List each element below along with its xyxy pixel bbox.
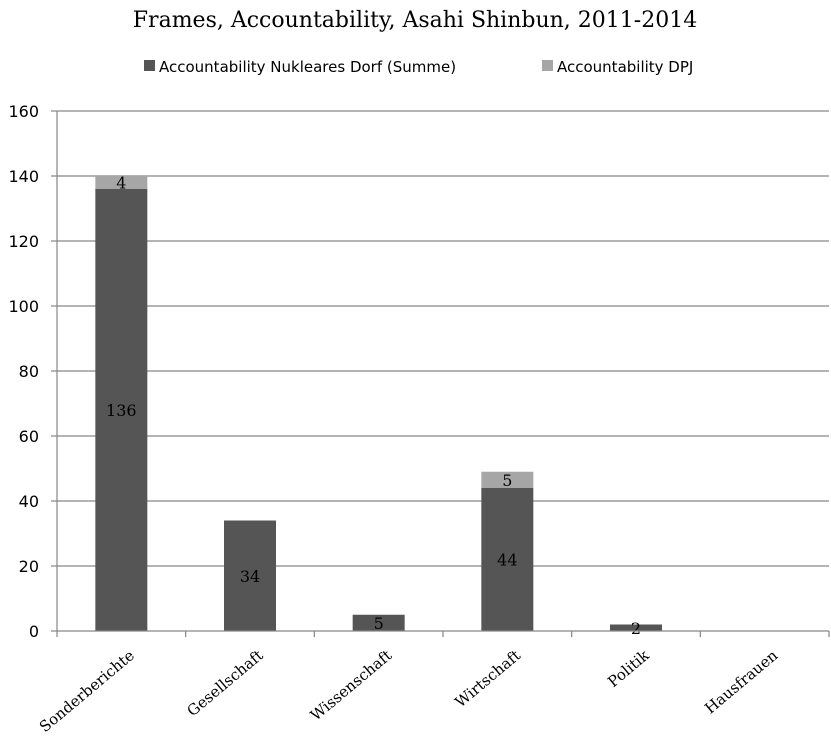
y-tick-label: 140: [8, 167, 39, 186]
data-labels: 136 4 34 5 44 5 2: [106, 174, 641, 638]
legend: Accountability Nukleares Dorf (Summe) Ac…: [144, 58, 693, 76]
data-label: 2: [631, 619, 641, 638]
bar-segment: [610, 624, 662, 631]
y-tick-label: 20: [19, 557, 39, 576]
x-axis-categories: Sonderberichte Gesellschaft Wissenschaft Wi…: [36, 646, 782, 736]
data-label: 44: [497, 551, 517, 570]
y-tick-label: 0: [29, 622, 39, 641]
x-category-label: Gesellschaft: [184, 646, 267, 720]
bar-segment: [481, 488, 534, 631]
x-category-label: Sonderberichte: [36, 646, 138, 736]
chart-title: Frames, Accountability, Asahi Shinbun, 2…: [133, 8, 697, 33]
y-tick-label: 120: [8, 232, 39, 251]
x-category-label: Wissenschaft: [307, 646, 395, 724]
legend-label-nukleares-dorf: Accountability Nukleares Dorf (Summe): [159, 58, 456, 76]
data-label: 34: [240, 567, 260, 586]
data-label: 4: [116, 174, 126, 193]
legend-swatch-dpj: [542, 60, 553, 71]
y-tick-label: 160: [8, 102, 39, 121]
bars: [95, 176, 662, 631]
bar-segment: [481, 471, 534, 488]
axes: [56, 111, 830, 637]
legend-label-dpj: Accountability DPJ: [557, 58, 693, 76]
data-label: 5: [374, 614, 384, 633]
data-label: 5: [502, 471, 512, 490]
x-category-label: Wirtschaft: [451, 646, 523, 711]
y-tick-label: 100: [8, 297, 39, 316]
x-category-label: Politik: [604, 646, 653, 691]
bar-segment: [352, 614, 405, 631]
y-tick-label: 60: [19, 427, 39, 446]
bar-segment: [224, 520, 276, 631]
data-label: 136: [106, 401, 137, 420]
y-axis-ticks: 0 20 40 60 80 100 120 140 160: [8, 102, 57, 641]
bar-segment: [95, 176, 148, 189]
gridlines: [57, 110, 829, 567]
x-category-label: Hausfrauen: [701, 646, 781, 717]
y-tick-label: 80: [19, 362, 39, 381]
y-tick-label: 40: [19, 492, 39, 511]
bar-segment: [95, 189, 148, 631]
legend-swatch-nukleares-dorf: [144, 60, 155, 71]
